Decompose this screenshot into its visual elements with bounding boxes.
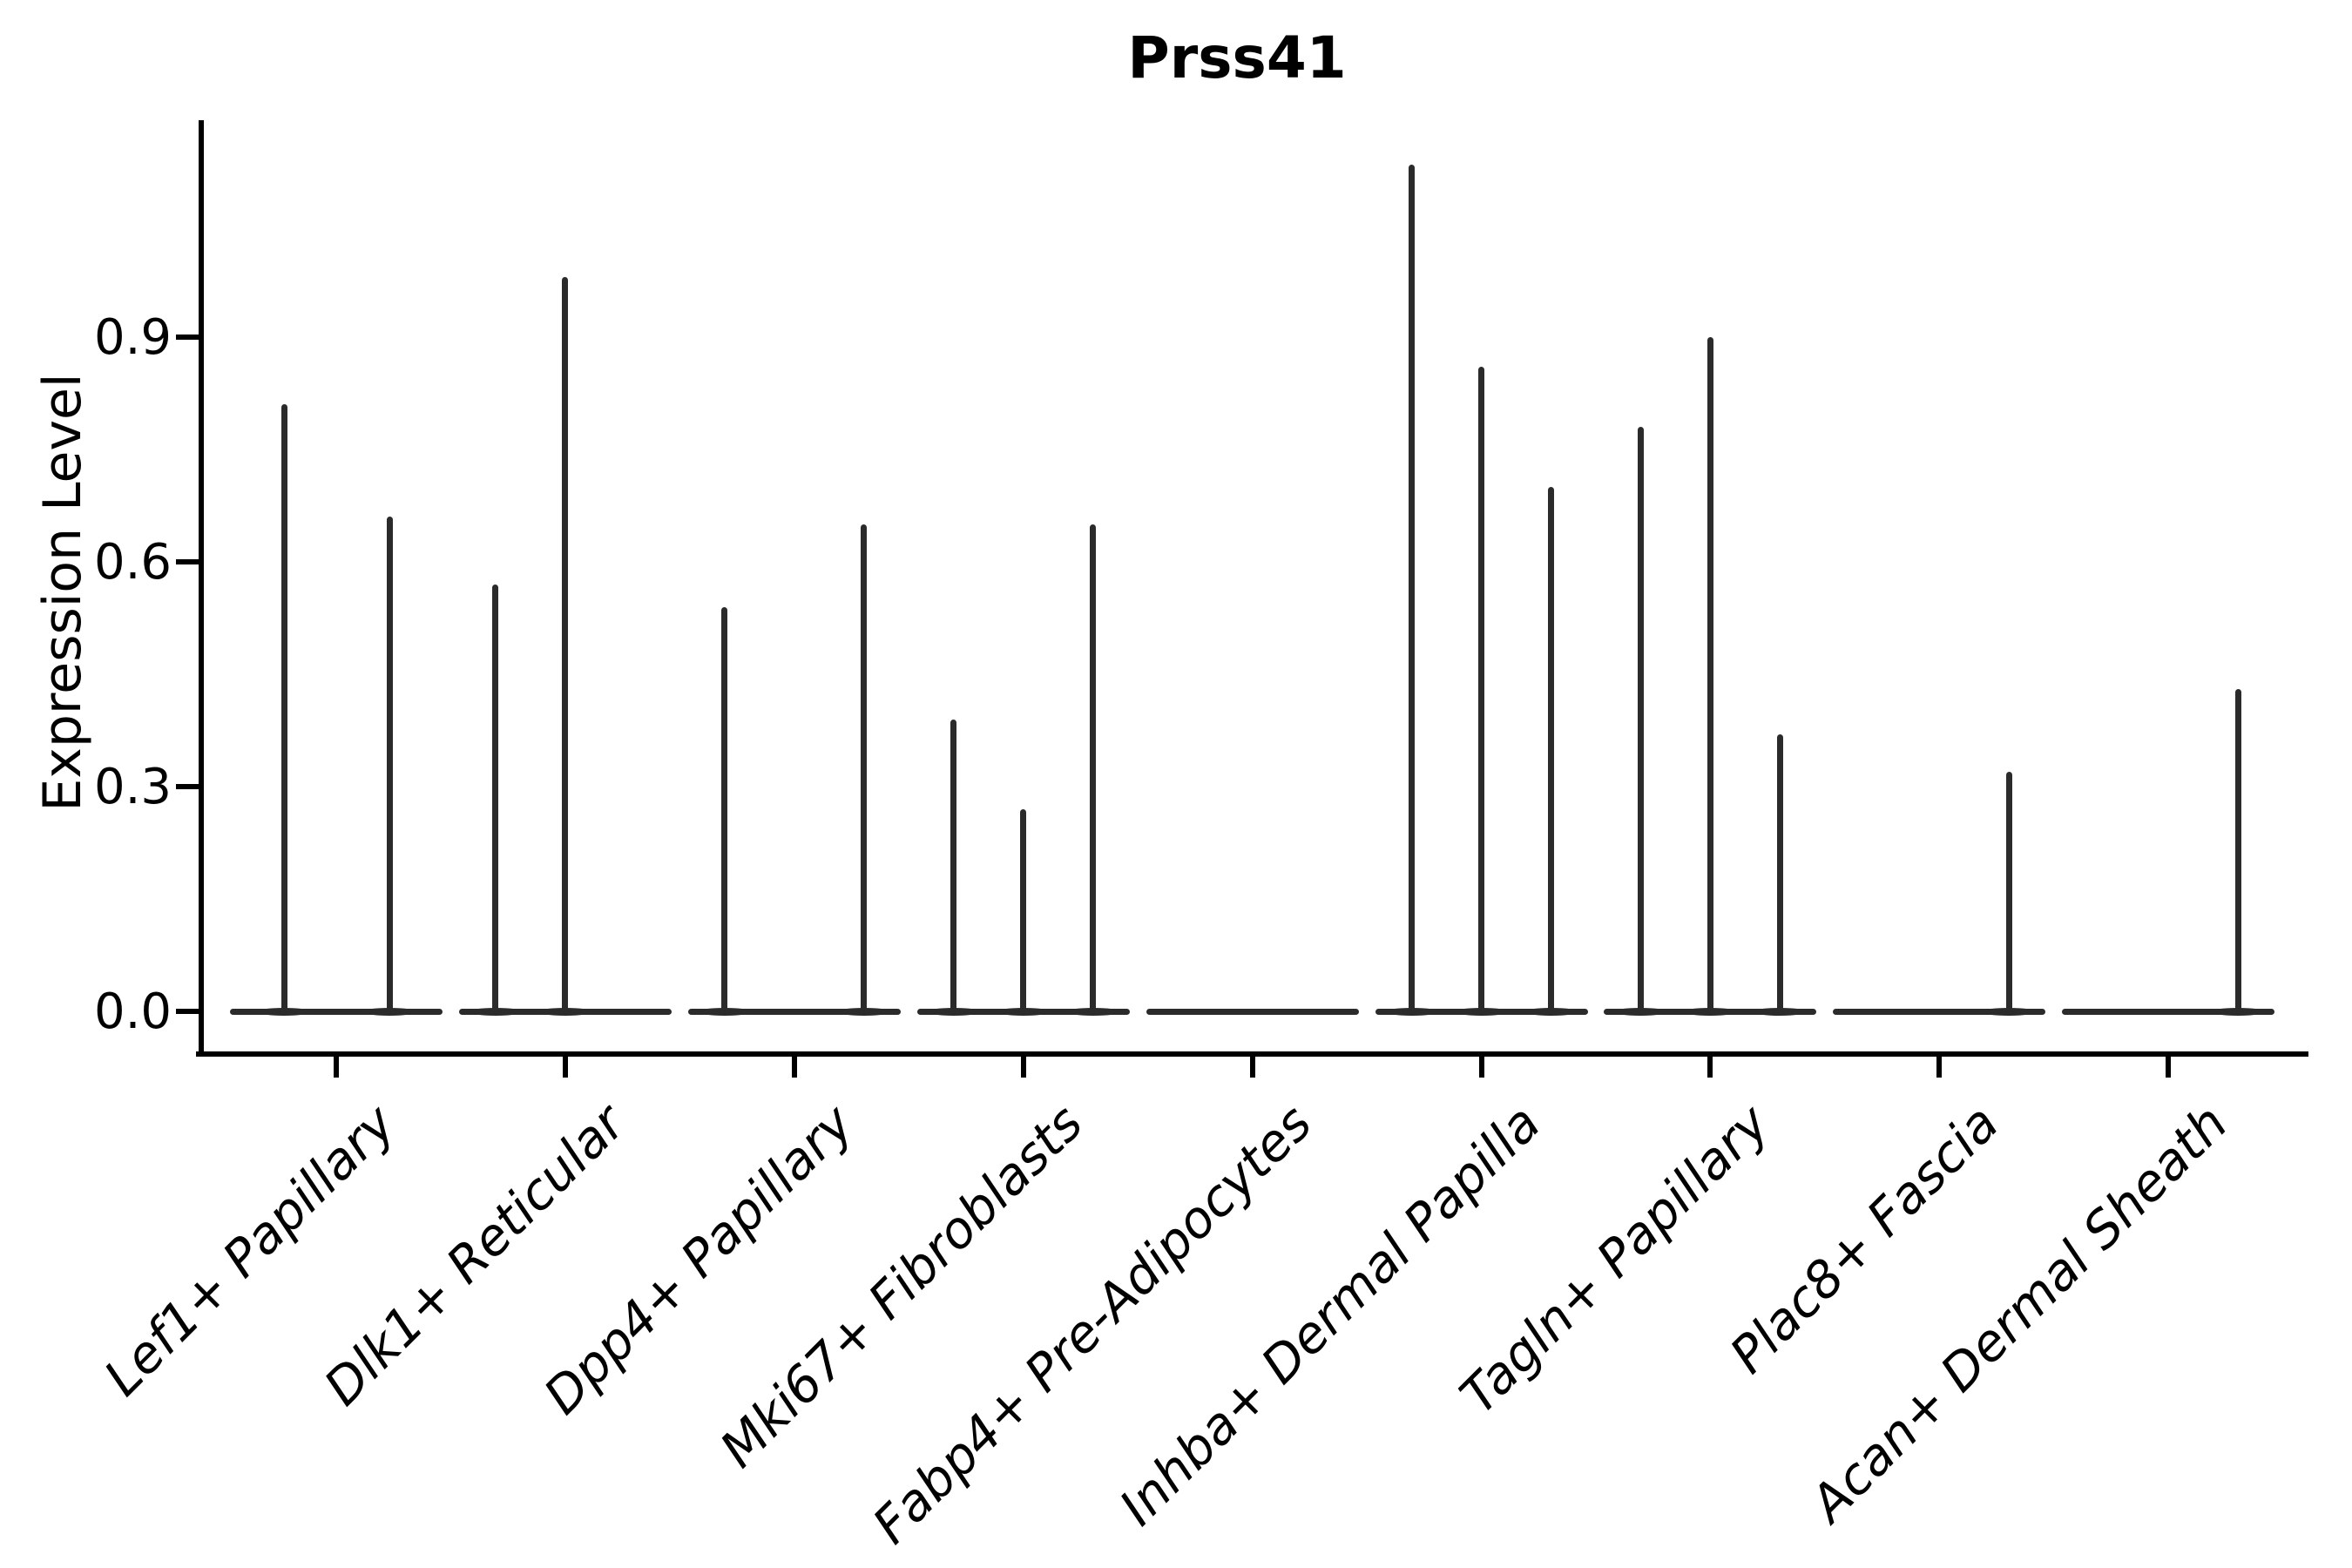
violin-spike [1637,427,1644,1011]
x-tick-label: Acan+ Dermal Sheath [1799,1093,2240,1533]
violin-foot [1981,1007,2038,1016]
violin-foot [925,1007,982,1016]
violin-spike [1090,524,1097,1011]
violin-baseline [1833,1008,2046,1015]
violin-spike [280,404,287,1011]
violin-foot [835,1007,892,1016]
violin-foot [696,1007,753,1016]
violin-spike [1478,367,1484,1011]
violin-spike [2005,771,2012,1011]
x-tick [334,1057,339,1078]
violin-spike [2234,689,2241,1011]
violin-foot [1453,1007,1510,1016]
violin-spike [721,606,728,1011]
x-tick [1249,1057,1255,1078]
x-tick-label: Inhba+ Dermal Papilla [1108,1093,1552,1538]
x-tick [2166,1057,2172,1078]
y-tick [176,559,199,564]
violin-foot [1612,1007,1669,1016]
y-tick-label: 0.0 [93,983,172,1040]
y-axis-label: Expression Level [32,373,93,812]
violin-foot [537,1007,593,1016]
violin-foot [362,1007,417,1016]
violin-spike [492,584,499,1011]
y-tick [176,1009,199,1014]
violin-baseline [2062,1008,2275,1015]
violin-foot [2210,1007,2267,1016]
violin-baseline [687,1008,901,1015]
violin-foot [995,1007,1051,1016]
violin-foot [1383,1007,1440,1016]
violin-spike [861,524,868,1011]
chart-title: Prss41 [1127,24,1347,91]
violin-foot [467,1007,524,1016]
y-tick-label: 0.6 [93,533,172,591]
y-tick-label: 0.9 [93,308,172,366]
violin-baseline [1146,1008,1359,1015]
x-tick [1020,1057,1026,1078]
violin-foot [1752,1007,1808,1016]
y-tick-label: 0.3 [93,758,172,815]
violin-foot [1682,1007,1739,1016]
x-tick [1707,1057,1713,1078]
violin-spike [1707,337,1713,1011]
x-tick [791,1057,797,1078]
violin-spike [562,277,569,1011]
violin-spike [1548,487,1554,1011]
x-tick [1936,1057,1943,1078]
violin-foot [1523,1007,1579,1016]
x-tick [1478,1057,1484,1078]
x-axis-spine [196,1051,2308,1057]
violin-foot [256,1007,312,1016]
violin-baseline [230,1008,443,1015]
violin-foot [1064,1007,1121,1016]
y-tick [176,784,199,789]
violin-spike [1020,808,1027,1011]
y-axis-spine [199,120,204,1057]
y-tick [176,335,199,340]
violin-spike [386,517,393,1011]
violin-spike [1409,165,1415,1011]
x-tick [562,1057,568,1078]
violin-spike [950,719,957,1011]
violin-spike [1776,733,1783,1011]
x-tick-label: Fabp4+ Pre-Adipocytes [861,1093,1323,1556]
